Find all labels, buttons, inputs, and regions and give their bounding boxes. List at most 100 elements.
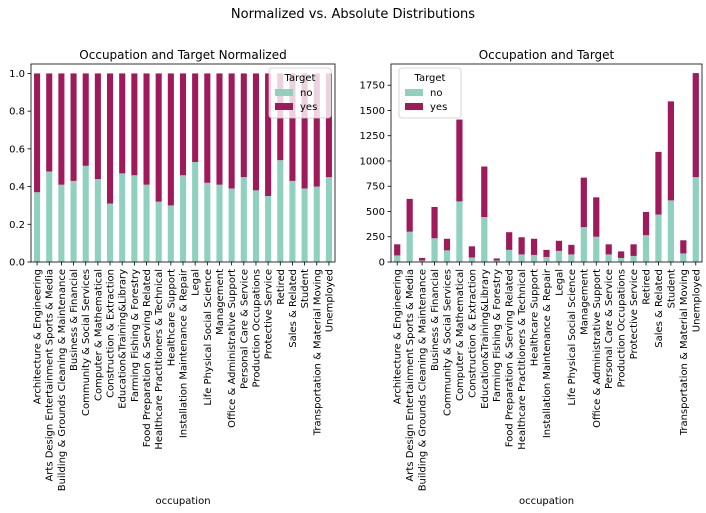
y-tick-label: 0.2 xyxy=(9,220,25,231)
bar-no xyxy=(204,182,211,262)
bar-yes xyxy=(468,246,475,258)
bar-yes xyxy=(406,198,413,232)
bar-yes xyxy=(70,73,77,181)
x-tick-label: Installation Maintenance & Repair xyxy=(179,268,190,438)
bar-no xyxy=(119,173,126,262)
y-tick-label: 250 xyxy=(366,232,385,243)
x-tick-label: Student xyxy=(666,269,677,308)
x-tick-label: Legal xyxy=(554,269,565,296)
bar-no xyxy=(240,177,247,262)
bar-yes xyxy=(179,73,187,176)
chart-normalized: Occupation and Target Normalized 0.0 0.2 0.… xyxy=(9,48,335,507)
x-axis-label: occupation xyxy=(155,496,210,507)
bar-no xyxy=(131,175,138,262)
bar-yes xyxy=(240,73,247,178)
bar-yes xyxy=(394,244,401,256)
x-tick-label: Sales & Related xyxy=(654,269,665,348)
bar-no xyxy=(216,184,223,262)
chart-absolute: Occupation and Target 0 250 500 750 1000 1250 1… xyxy=(360,48,703,507)
legend-label-yes: yes xyxy=(300,102,317,113)
bar-yes xyxy=(692,73,699,178)
x-tick-label: Production Occupations xyxy=(251,269,262,387)
x-tick-label: Student xyxy=(300,269,311,308)
bar-no xyxy=(605,254,612,262)
bar-yes xyxy=(325,73,332,178)
bar-yes xyxy=(252,73,259,191)
x-tick-label: Personal Care & Service xyxy=(604,269,615,389)
bar-yes xyxy=(119,73,126,174)
bar-yes xyxy=(107,73,114,204)
legend-swatch-no xyxy=(275,89,293,96)
bar-yes xyxy=(418,257,426,261)
bar-yes xyxy=(82,73,89,166)
bar-yes xyxy=(506,232,513,250)
bar-no xyxy=(506,249,513,262)
x-tick-label: Food Preparation & Serving Related xyxy=(505,269,516,447)
bar-yes xyxy=(289,73,296,181)
bar-no xyxy=(568,254,575,262)
x-tick-label: Business & Financial xyxy=(430,269,441,371)
bar-no xyxy=(179,175,187,262)
x-tick-label: Unemployed xyxy=(691,269,702,332)
bar-yes xyxy=(555,240,563,251)
y-tick-label: 0.6 xyxy=(9,144,25,155)
bar-no xyxy=(70,180,77,262)
bar-no xyxy=(456,201,463,262)
x-tick-label: Transportation & Material Moving xyxy=(312,269,323,436)
chart-title: Occupation and Target Normalized xyxy=(79,48,286,62)
x-tick-label: Life Physical Social Science xyxy=(203,269,214,406)
x-tick-label: Education&Training&Library xyxy=(480,269,491,409)
x-tick-label: Community & Social Services xyxy=(81,269,92,416)
bar-no xyxy=(94,179,101,262)
bar-no xyxy=(493,260,500,262)
y-tick-label: 1500 xyxy=(360,106,385,117)
x-tick-label: Healthcare Practitioners & Technical xyxy=(154,269,165,450)
legend-label-yes: yes xyxy=(430,102,447,113)
x-tick-label: Management xyxy=(215,269,226,335)
x-tick-label: Building & Grounds Cleaning & Maintenanc… xyxy=(57,269,68,491)
legend-title: Target xyxy=(414,73,446,84)
legend-swatch-no xyxy=(405,89,423,96)
y-tick-label: 750 xyxy=(366,182,385,193)
legend-label-no: no xyxy=(430,88,442,99)
x-tick-label: Food Preparation & Serving Related xyxy=(142,269,153,447)
bar-yes xyxy=(192,73,199,163)
x-tick-label: Arts Design Entertainment Sports & Media xyxy=(45,269,56,482)
bar-no xyxy=(167,205,174,262)
bar-no xyxy=(593,236,600,262)
bar-no xyxy=(143,184,150,262)
bar-no xyxy=(289,180,296,262)
bar-no xyxy=(252,190,259,262)
x-tick-label: Farming Fishing & Forestry xyxy=(130,269,141,402)
bar-no xyxy=(313,186,320,262)
bar-yes xyxy=(58,73,65,185)
x-tick-label: Retired xyxy=(276,269,287,305)
bar-yes xyxy=(443,238,451,251)
bar-yes xyxy=(143,73,150,185)
bar-no xyxy=(618,257,625,262)
legend-label-no: no xyxy=(300,88,312,99)
bar-no xyxy=(155,201,162,262)
bar-no xyxy=(518,254,525,262)
bar-no xyxy=(34,192,41,262)
bar-no xyxy=(192,162,199,262)
bar-no xyxy=(481,217,488,262)
bar-no xyxy=(418,260,426,262)
bar-no xyxy=(301,188,308,262)
y-tick-label: 1000 xyxy=(360,156,385,167)
y-tick-label: 0 xyxy=(379,258,385,269)
x-tick-label: Sales & Related xyxy=(288,269,299,348)
y-tick-label: 0.8 xyxy=(9,107,25,118)
bar-yes xyxy=(630,244,637,256)
bar-yes xyxy=(618,251,625,258)
x-tick-label: Transportation & Material Moving xyxy=(679,269,690,436)
bar-yes xyxy=(518,237,525,255)
bar-no xyxy=(325,177,332,262)
bar-yes xyxy=(34,73,41,193)
bar-yes xyxy=(431,206,438,239)
x-tick-label: Management xyxy=(579,269,590,335)
x-tick-label: Personal Care & Service xyxy=(239,269,250,389)
y-tick-label: 0.4 xyxy=(9,182,25,193)
figure-title: Normalized vs. Absolute Distributions xyxy=(231,7,475,22)
bar-no xyxy=(107,203,114,262)
